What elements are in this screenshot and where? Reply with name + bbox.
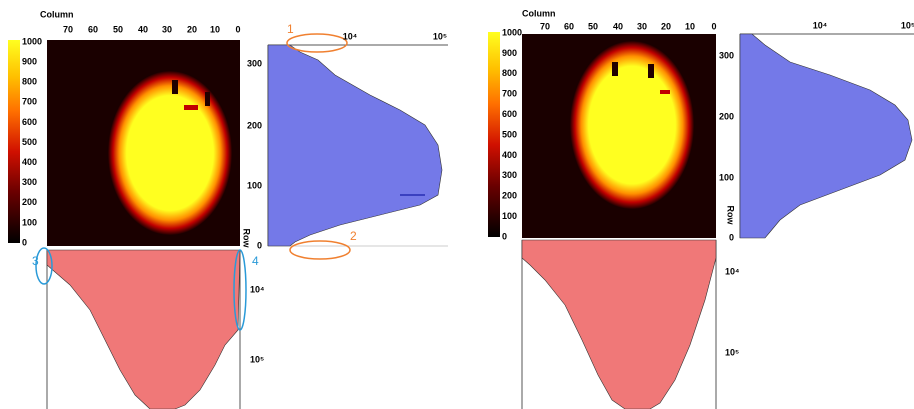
row-tick-label: 200: [247, 120, 262, 130]
row-tick-label: 100: [247, 180, 262, 190]
column-tick-label: 0: [711, 21, 716, 31]
row-tick-label: 200: [719, 111, 734, 121]
colorbar-tick-label: 0: [502, 231, 507, 241]
beam-spot: [108, 71, 232, 235]
column-tick-label: 40: [613, 21, 623, 31]
column-tick-label: 30: [637, 21, 647, 31]
column-tick-label: 20: [187, 24, 197, 34]
annotation-label: 4: [252, 254, 259, 268]
colorbar-tick-label: 0: [22, 237, 27, 247]
colorbar-tick-label: 200: [22, 197, 37, 207]
x-axis-label: Column: [522, 8, 556, 18]
colorbar-tick-label: 300: [502, 170, 517, 180]
annotation-ring: [287, 34, 347, 52]
beam-spot: [570, 41, 694, 209]
defect: [184, 105, 198, 110]
row-tick-label: 300: [719, 50, 734, 60]
colorbar-tick-label: 100: [502, 211, 517, 221]
colorbar-tick-label: 900: [22, 56, 37, 66]
colorbar-tick-label: 1000: [502, 27, 522, 37]
colorbar-tick-label: 500: [502, 129, 517, 139]
log-tick-label: 10⁴: [725, 266, 739, 276]
x-axis-label: Column: [40, 9, 74, 19]
column-tick-label: 0: [235, 24, 240, 34]
defect: [205, 92, 210, 106]
colorbar: [488, 32, 500, 237]
column-tick-label: 50: [588, 21, 598, 31]
column-tick-label: 70: [540, 21, 550, 31]
column-tick-label: 40: [138, 24, 148, 34]
column-tick-label: 30: [162, 24, 172, 34]
colorbar-tick-label: 800: [22, 77, 37, 87]
row-tick-label: 300: [247, 58, 262, 68]
log-tick-label: 10⁴: [343, 31, 357, 41]
row-projection: [268, 45, 442, 246]
colorbar-tick-label: 300: [22, 177, 37, 187]
log-tick-label: 10⁴: [813, 20, 827, 30]
colorbar-tick-label: 400: [22, 157, 37, 167]
column-tick-label: 20: [661, 21, 671, 31]
y-axis-label: Row: [726, 206, 736, 226]
column-tick-label: 10: [210, 24, 220, 34]
log-tick-label: 10⁵: [901, 20, 914, 30]
log-tick-label: 10⁴: [250, 284, 264, 294]
log-tick-label: 10⁵: [250, 354, 264, 364]
column-projection: [522, 240, 716, 409]
row-tick-label: 0: [729, 232, 734, 242]
y-axis-label: Row: [242, 229, 252, 249]
colorbar-tick-label: 900: [502, 48, 517, 58]
column-tick-label: 70: [63, 24, 73, 34]
annotation-label: 3: [32, 254, 39, 268]
row-tick-label: 0: [257, 240, 262, 250]
colorbar-tick-label: 200: [502, 191, 517, 201]
colorbar-tick-label: 700: [22, 97, 37, 107]
colorbar: [8, 40, 20, 243]
figure: Column7060504030201001000900800700600500…: [0, 0, 914, 409]
left-panel: [8, 34, 448, 409]
log-tick-label: 10⁵: [433, 31, 447, 41]
colorbar-tick-label: 1000: [22, 36, 42, 46]
row-projection: [740, 34, 912, 238]
annotation-ring: [290, 241, 350, 259]
colorbar-tick-label: 700: [502, 89, 517, 99]
defect: [612, 62, 618, 76]
colorbar-tick-label: 100: [22, 217, 37, 227]
log-tick-label: 10⁵: [725, 347, 739, 357]
column-tick-label: 10: [685, 21, 695, 31]
colorbar-tick-label: 600: [502, 109, 517, 119]
column-tick-label: 60: [88, 24, 98, 34]
annotation-label: 1: [287, 22, 294, 36]
annotation-label: 2: [350, 229, 357, 243]
colorbar-tick-label: 600: [22, 117, 37, 127]
column-projection: [47, 250, 240, 409]
colorbar-tick-label: 800: [502, 68, 517, 78]
colorbar-tick-label: 500: [22, 137, 37, 147]
column-tick-label: 60: [564, 21, 574, 31]
colorbar-tick-label: 400: [502, 150, 517, 160]
row-tick-label: 100: [719, 172, 734, 182]
defect: [648, 64, 654, 78]
defect: [660, 90, 670, 94]
right-panel: [488, 32, 914, 409]
defect: [172, 80, 178, 94]
column-tick-label: 50: [113, 24, 123, 34]
